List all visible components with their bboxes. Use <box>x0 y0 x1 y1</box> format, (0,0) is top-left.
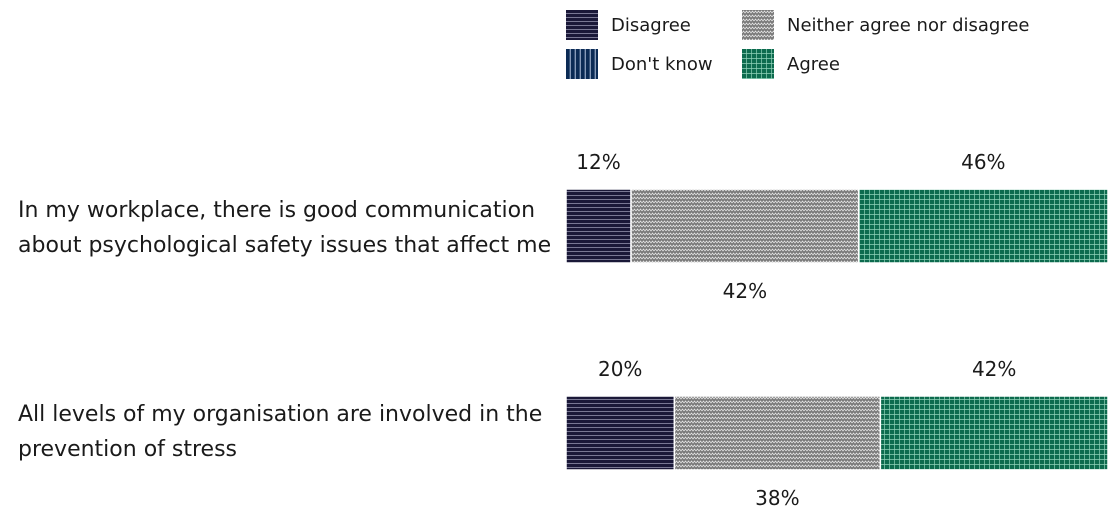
legend-swatch-dont-know <box>566 49 598 79</box>
bar-segment-disagree <box>565 188 632 264</box>
category-label-communication: In my workplace, there is good communica… <box>18 198 552 258</box>
bar-segment-agree <box>857 188 1109 264</box>
legend-item-disagree: Disagree <box>566 10 691 40</box>
legend-swatch-fill <box>566 10 598 40</box>
legend-swatch-fill <box>566 49 598 79</box>
legend-item-agree: Agree <box>742 49 840 79</box>
legend-swatch-agree <box>742 49 774 79</box>
legend-swatch-disagree <box>566 10 598 40</box>
data-label-disagree: 12% <box>576 150 620 174</box>
data-label-neither-agree-nor-disagree: 42% <box>723 279 767 303</box>
legend-label-agree: Agree <box>787 53 840 75</box>
bar-segment-neither-agree-nor-disagree <box>630 188 860 264</box>
legend-label-neither: Neither agree nor disagree <box>787 14 1030 36</box>
legend-swatch-fill <box>742 10 774 40</box>
legend-label-disagree: Disagree <box>611 14 691 36</box>
bar-segment-agree <box>879 395 1109 471</box>
legend-label-dont-know: Don't know <box>611 53 713 75</box>
legend-swatch-fill <box>742 49 774 79</box>
data-label-agree: 42% <box>972 357 1016 381</box>
legend-item-neither: Neither agree nor disagree <box>742 10 1030 40</box>
bar-segment-neither-agree-nor-disagree <box>673 395 882 471</box>
data-label-disagree: 20% <box>598 357 642 381</box>
data-label-agree: 46% <box>961 150 1005 174</box>
category-label-stress-prevention: All levels of my organisation are involv… <box>18 402 543 462</box>
legend: Disagree Neither agree nor disagree Don'… <box>566 10 1106 86</box>
legend-swatch-neither <box>742 10 774 40</box>
legend-item-dont-know: Don't know <box>566 49 713 79</box>
bar-segment-disagree <box>565 395 676 471</box>
data-label-neither-agree-nor-disagree: 38% <box>755 486 799 507</box>
